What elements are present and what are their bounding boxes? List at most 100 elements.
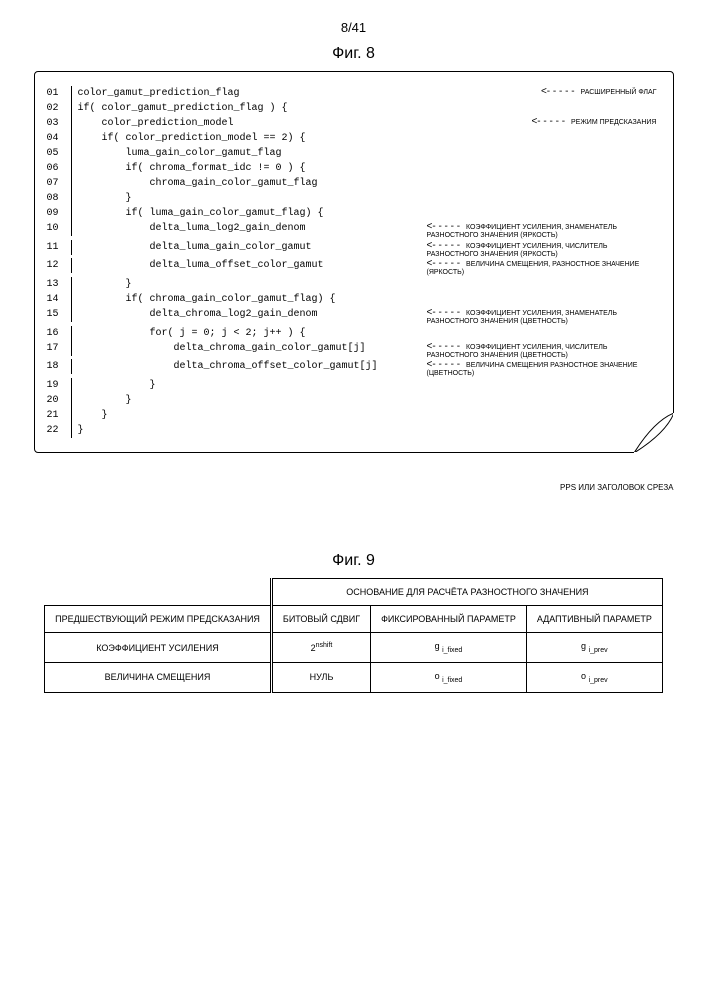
line-number: 10	[47, 221, 71, 236]
code-bar: if( color_gamut_prediction_flag ) {	[71, 101, 288, 116]
r2c2-base: o	[435, 671, 440, 681]
code-text: if( luma_gain_color_gamut_flag) {	[78, 208, 324, 219]
code-line: 11 delta_luma_gain_color_gamut <- - - - -…	[47, 240, 657, 259]
code-annotation: <- - - - - КОЭФФИЦИЕНТ УСИЛЕНИЯ, ЧИСЛИТЕ…	[419, 240, 657, 259]
line-number: 03	[47, 116, 71, 131]
code-line: 05 luma_gain_color_gamut_flag	[47, 146, 657, 161]
code-annotation: <- - - - - КОЭФФИЦИЕНТ УСИЛЕНИЯ, ЗНАМЕНА…	[419, 307, 657, 326]
code-annotation: <- - - - - ВЕЛИЧИНА СМЕЩЕНИЯ, РАЗНОСТНОЕ…	[419, 258, 657, 277]
code-line: 10 delta_luma_log2_gain_denom <- - - - - …	[47, 221, 657, 240]
r2c2-sub: i_fixed	[442, 677, 462, 684]
code-text: color_prediction_model	[78, 118, 234, 129]
code-line: 13 }	[47, 277, 657, 292]
line-number: 21	[47, 408, 71, 423]
r1-label: КОЭФФИЦИЕНТ УСИЛЕНИЯ	[45, 633, 272, 663]
line-number: 15	[47, 307, 71, 322]
code-line: 19 }	[47, 378, 657, 393]
line-number: 18	[47, 359, 71, 374]
line-number: 14	[47, 292, 71, 307]
line-number: 06	[47, 161, 71, 176]
page-curl-icon	[634, 413, 674, 453]
line-number: 16	[47, 326, 71, 341]
line-number: 19	[47, 378, 71, 393]
code-bar: delta_luma_log2_gain_denom	[71, 221, 306, 236]
r2c3-base: o	[581, 671, 586, 681]
code-bar: delta_luma_offset_color_gamut	[71, 258, 324, 273]
code-text: luma_gain_color_gamut_flag	[78, 148, 282, 159]
line-number: 09	[47, 206, 71, 221]
code-annotation: <- - - - - КОЭФФИЦИЕНТ УСИЛЕНИЯ, ЗНАМЕНА…	[419, 221, 657, 240]
code-annotation: <- - - - - РАСШИРЕННЫЙ ФЛАГ	[533, 86, 657, 97]
code-text: delta_luma_offset_color_gamut	[78, 260, 324, 271]
code-line: 16 for( j = 0; j < 2; j++ ) {	[47, 326, 657, 341]
code-text: color_gamut_prediction_flag	[78, 88, 240, 99]
code-bar: delta_chroma_gain_color_gamut[j]	[71, 341, 366, 356]
code-line: 04 if( color_prediction_model == 2) {	[47, 131, 657, 146]
arrow-icon: <- - - - -	[541, 86, 575, 97]
code-annotation: <- - - - - РЕЖИМ ПРЕДСКАЗАНИЯ	[523, 116, 656, 127]
code-bar: if( chroma_gain_color_gamut_flag) {	[71, 292, 336, 307]
code-line: 03 color_prediction_model <- - - - - РЕЖИ…	[47, 116, 657, 131]
code-text: }	[78, 425, 84, 436]
line-number: 20	[47, 393, 71, 408]
table-header-span: ОСНОВАНИЕ ДЛЯ РАСЧЁТА РАЗНОСТНОГО ЗНАЧЕН…	[271, 579, 662, 606]
code-line: 07 chroma_gain_color_gamut_flag	[47, 176, 657, 191]
r2c3: o i_prev	[526, 662, 662, 692]
code-text: delta_luma_log2_gain_denom	[78, 223, 306, 234]
code-text: }	[78, 395, 132, 406]
arrow-icon: <- - - - -	[427, 307, 461, 318]
page-number: 8/41	[20, 20, 687, 35]
code-line: 01 color_gamut_prediction_flag <- - - - - …	[47, 86, 657, 101]
code-bar: delta_chroma_offset_color_gamut[j]	[71, 359, 378, 374]
code-line: 14 if( chroma_gain_color_gamut_flag) {	[47, 292, 657, 307]
r1c3-base: g	[581, 641, 586, 651]
code-bar: delta_chroma_log2_gain_denom	[71, 307, 318, 322]
line-number: 17	[47, 341, 71, 356]
code-bar: color_gamut_prediction_flag	[71, 86, 240, 101]
line-number: 04	[47, 131, 71, 146]
code-text: delta_chroma_gain_color_gamut[j]	[78, 343, 366, 354]
line-number: 22	[47, 423, 71, 438]
r1c2: g i_fixed	[371, 633, 527, 663]
code-line: 22}	[47, 423, 657, 438]
code-line: 02if( color_gamut_prediction_flag ) {	[47, 101, 657, 116]
r2-label: ВЕЛИЧИНА СМЕЩЕНИЯ	[45, 662, 272, 692]
line-number: 07	[47, 176, 71, 191]
code-annotation: <- - - - - КОЭФФИЦИЕНТ УСИЛЕНИЯ, ЧИСЛИТЕ…	[419, 341, 657, 360]
line-number: 05	[47, 146, 71, 161]
code-bar: }	[71, 423, 84, 438]
code-text: }	[78, 193, 132, 204]
code-bar: for( j = 0; j < 2; j++ ) {	[71, 326, 306, 341]
r1c2-sub: i_fixed	[442, 647, 462, 654]
code-text: if( chroma_gain_color_gamut_flag) {	[78, 294, 336, 305]
arrow-icon: <- - - - -	[427, 240, 461, 251]
arrow-icon: <- - - - -	[427, 221, 461, 232]
code-box: 01 color_gamut_prediction_flag <- - - - - …	[34, 71, 674, 453]
fig9-title: Фиг. 9	[20, 552, 687, 570]
fig8-title: Фиг. 8	[20, 45, 687, 63]
code-line: 21 }	[47, 408, 657, 423]
r1c1: 2nshift	[271, 633, 370, 663]
line-number: 08	[47, 191, 71, 206]
code-text: delta_chroma_log2_gain_denom	[78, 309, 318, 320]
code-line: 20 }	[47, 393, 657, 408]
line-number: 11	[47, 240, 71, 255]
code-bar: delta_luma_gain_color_gamut	[71, 240, 312, 255]
arrow-icon: <- - - - -	[427, 359, 461, 370]
code-text: delta_chroma_offset_color_gamut[j]	[78, 361, 378, 372]
code-line: 12 delta_luma_offset_color_gamut <- - - -…	[47, 258, 657, 277]
code-text: if( color_gamut_prediction_flag ) {	[78, 103, 288, 114]
code-text: }	[78, 279, 132, 290]
code-line: 08 }	[47, 191, 657, 206]
line-number: 12	[47, 258, 71, 273]
line-number: 01	[47, 86, 71, 101]
arrow-icon: <- - - - -	[427, 341, 461, 352]
row-header: ПРЕДШЕСТВУЮЩИЙ РЕЖИМ ПРЕДСКАЗАНИЯ	[45, 606, 272, 633]
code-bar: color_prediction_model	[71, 116, 234, 131]
r2c2: o i_fixed	[371, 662, 527, 692]
col3-header: АДАПТИВНЫЙ ПАРАМЕТР	[526, 606, 662, 633]
arrow-icon: <- - - - -	[427, 258, 461, 269]
code-text: }	[78, 410, 108, 421]
r1c1-sup: nshift	[316, 642, 333, 649]
code-text: delta_luma_gain_color_gamut	[78, 242, 312, 253]
